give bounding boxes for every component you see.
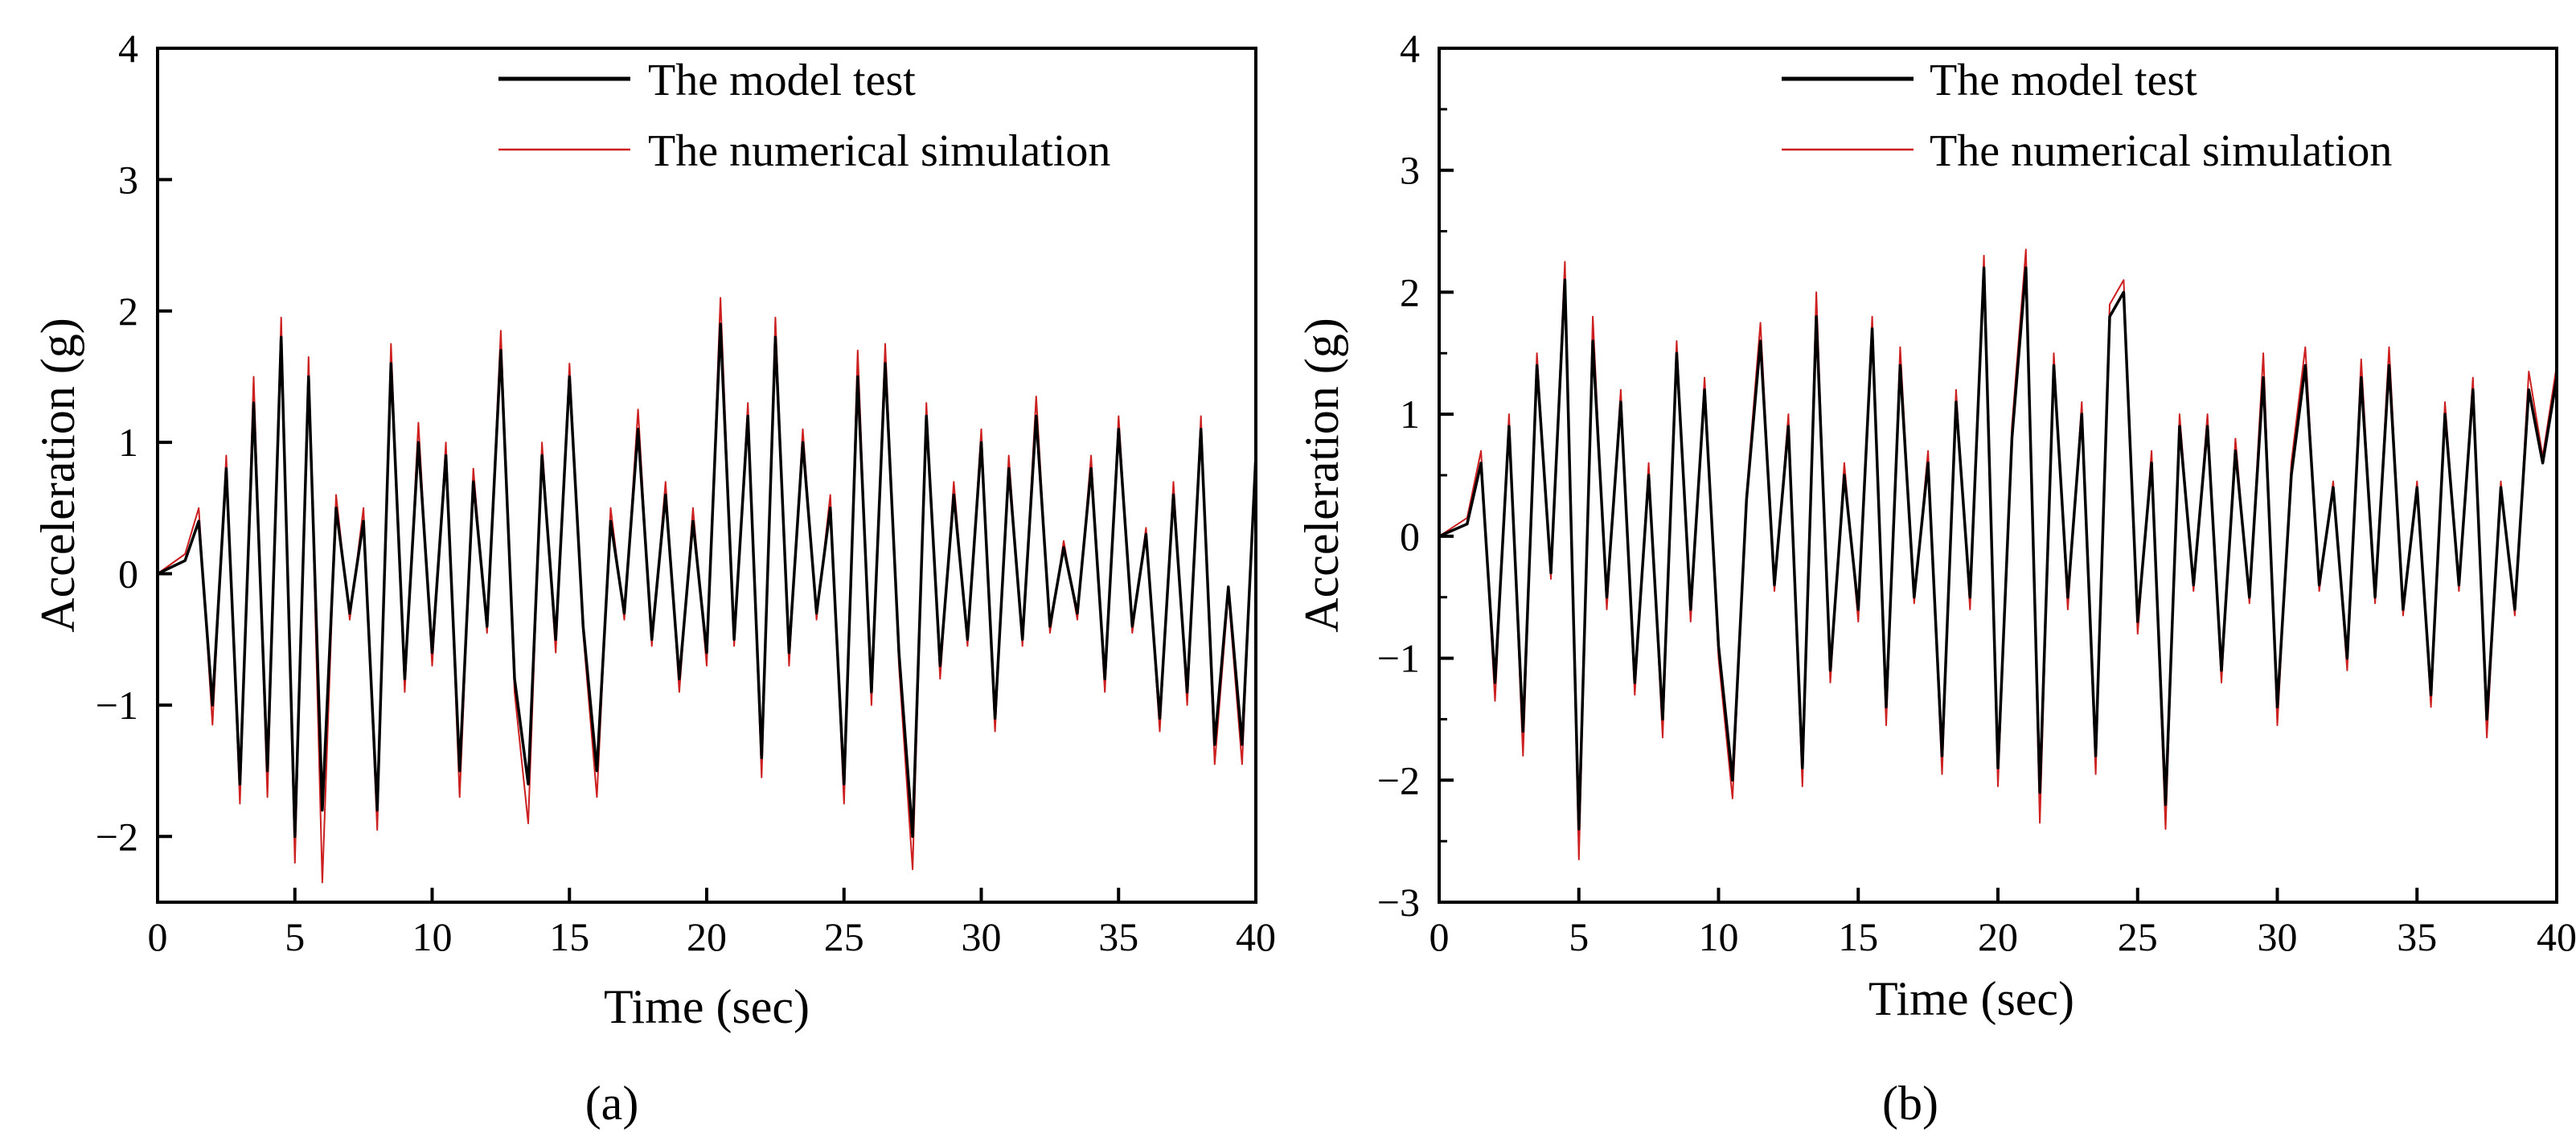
x-tick-label-b: 0: [1430, 914, 1450, 959]
legend-b: The model test The numerical simulation: [1782, 55, 2392, 176]
x-tick-label-b: 10: [1699, 914, 1739, 959]
y-tick-label-a: −1: [96, 683, 138, 728]
y-tick-label-a: 1: [118, 420, 138, 465]
series-model-test-a: [157, 322, 1257, 839]
x-tick-label-b: 20: [1978, 914, 2018, 959]
x-tick-label-b: 35: [2397, 914, 2437, 959]
legend-label-model-test-b: The model test: [1930, 55, 2197, 105]
y-tick-label-a: 2: [118, 289, 138, 334]
panel-label-b: (b): [1882, 1077, 1938, 1130]
y-tick-label-b: 4: [1400, 26, 1420, 71]
x-tick-label-a: 20: [687, 914, 727, 959]
series-layer-a: [157, 297, 1257, 884]
x-tick-label-a: 30: [962, 914, 1002, 959]
y-tick-label-a: 4: [118, 26, 138, 71]
y-tick-label-a: 3: [118, 157, 138, 202]
chart-panel-b: 0 5 10 15 20 25 30 35 40 −3 −2 −1 0 1 2 3 4 Time (sec) A…: [1295, 26, 2576, 1130]
series-layer-b: [1438, 248, 2558, 860]
x-tick-label-b: 25: [2118, 914, 2158, 959]
y-axis-title-b: Acceleration (g): [1295, 318, 1348, 632]
x-tick-label-a: 5: [285, 914, 305, 959]
x-tick-label-b: 30: [2258, 914, 2298, 959]
y-tick-label-b: 3: [1400, 148, 1420, 193]
x-tick-label-b: 40: [2537, 914, 2576, 959]
x-tick-label-a: 40: [1236, 914, 1276, 959]
x-tick-label-a: 0: [148, 914, 168, 959]
chart-panel-a: 0 5 10 15 20 25 30 35 40 −2 −1 0 1 2 3 4 Time (sec) Acc…: [31, 26, 1276, 1130]
y-tick-label-b: −2: [1377, 757, 1420, 802]
y-tick-label-b: −1: [1377, 636, 1420, 681]
x-tick-label-b: 5: [1569, 914, 1589, 959]
legend-a: The model test The numerical simulation: [498, 55, 1110, 176]
legend-label-numerical-simulation-a: The numerical simulation: [648, 126, 1110, 176]
x-tick-label-a: 15: [549, 914, 589, 959]
x-tick-label-a: 25: [824, 914, 864, 959]
y-tick-label-b: 1: [1400, 392, 1420, 437]
x-axis-title-b: Time (sec): [1868, 972, 2074, 1025]
x-tick-label-a: 35: [1098, 914, 1138, 959]
series-model-test-b: [1438, 266, 2558, 831]
ticks-a: 0 5 10 15 20 25 30 35 40 −2 −1 0 1 2 3 4: [96, 26, 1276, 959]
y-tick-label-a: 0: [118, 552, 138, 597]
legend-label-model-test-a: The model test: [648, 55, 916, 105]
y-axis-title-a: Acceleration (g): [31, 318, 84, 632]
panel-label-a: (a): [585, 1077, 639, 1130]
ticks-b: 0 5 10 15 20 25 30 35 40 −3 −2 −1 0 1 2 3 4: [1377, 26, 2576, 959]
legend-label-numerical-simulation-b: The numerical simulation: [1930, 126, 2392, 176]
x-axis-title-a: Time (sec): [604, 980, 810, 1033]
y-tick-label-b: −3: [1377, 880, 1420, 925]
y-tick-label-a: −2: [96, 814, 138, 859]
y-tick-label-b: 2: [1400, 269, 1420, 314]
x-tick-label-a: 10: [412, 914, 453, 959]
x-tick-label-b: 15: [1838, 914, 1878, 959]
y-tick-label-b: 0: [1400, 514, 1420, 559]
